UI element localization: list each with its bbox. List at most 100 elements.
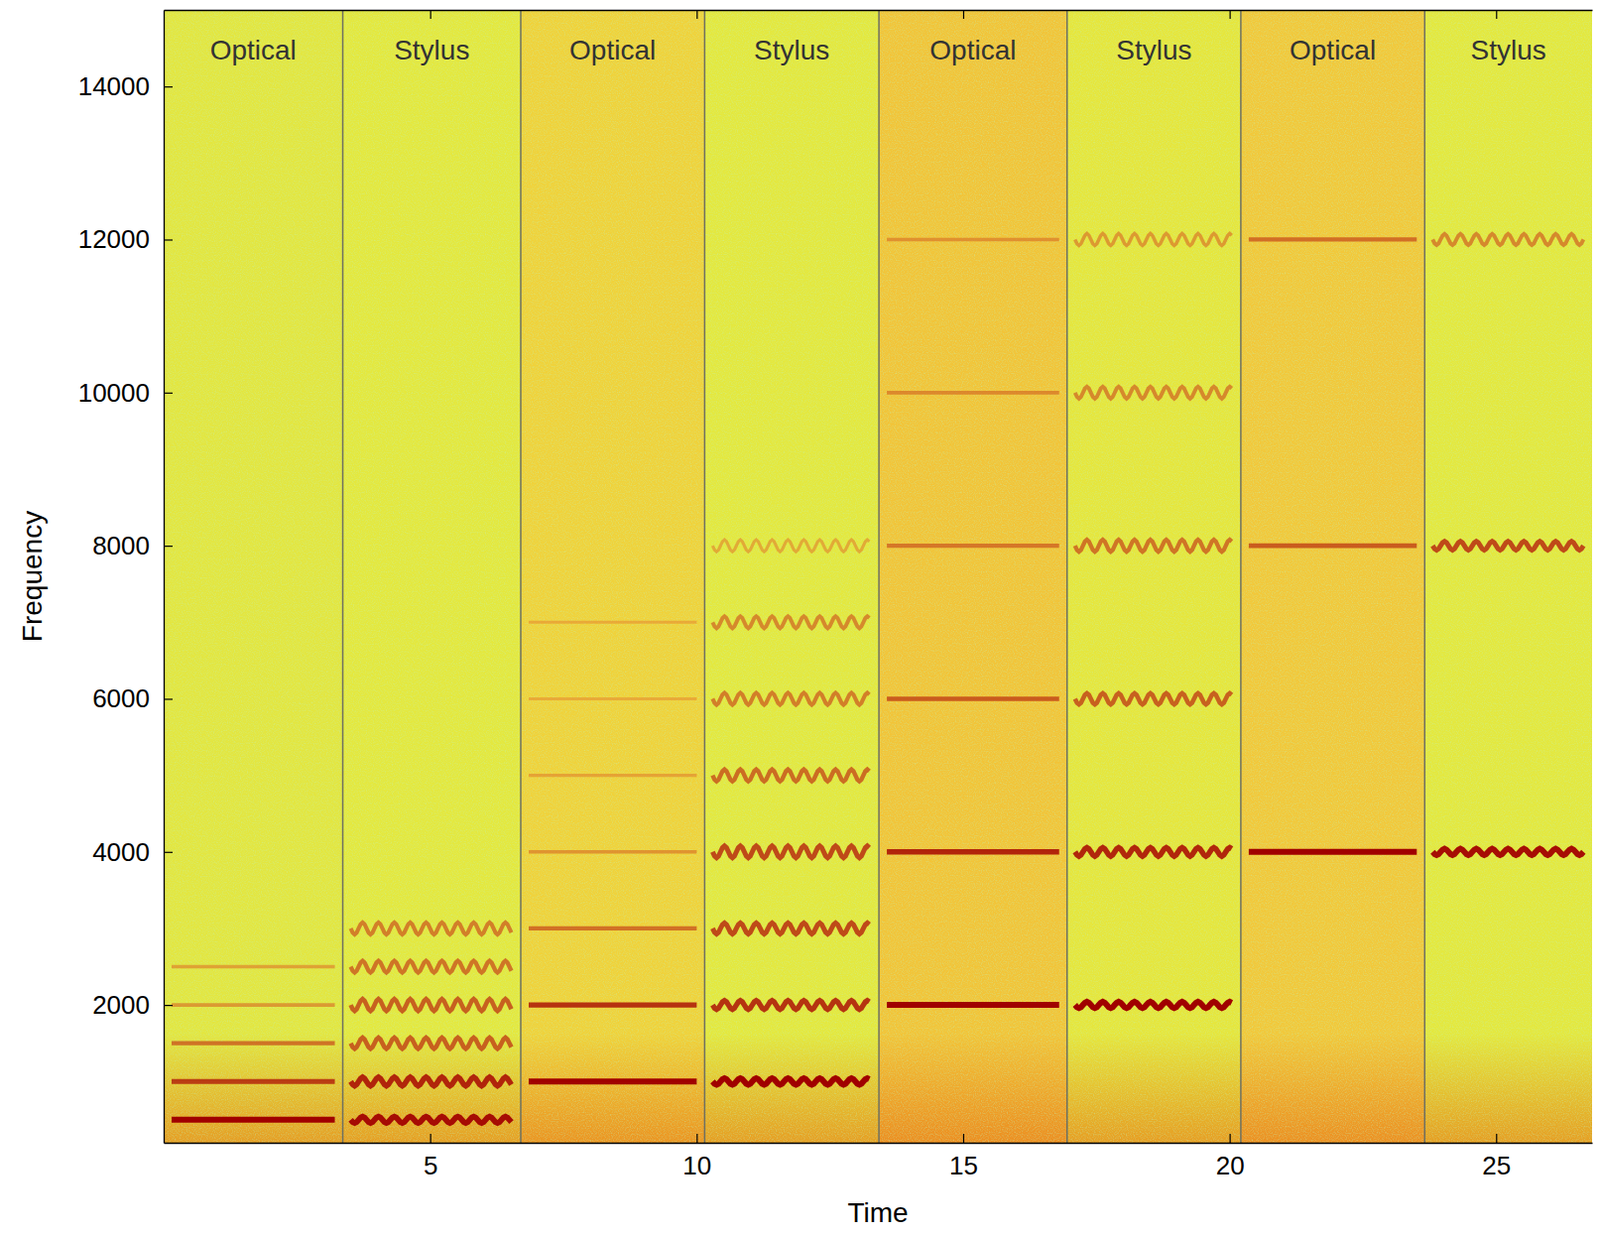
tick-mark bbox=[163, 239, 173, 241]
harmonic-line bbox=[171, 1002, 336, 1007]
tick-mark bbox=[1230, 9, 1231, 19]
tick-mark bbox=[163, 86, 173, 88]
tick-label: 2000 bbox=[92, 989, 150, 1020]
harmonic-line bbox=[351, 1116, 512, 1123]
axis-line bbox=[163, 10, 165, 1144]
segment-divider bbox=[1424, 9, 1427, 1143]
plot-area bbox=[163, 9, 1593, 1143]
tick-mark bbox=[963, 1133, 965, 1143]
segment-divider bbox=[704, 9, 707, 1143]
harmonic-line bbox=[171, 965, 336, 969]
chart: Optical Stylus Optical Stylus Optical Stylus O… bbox=[0, 0, 1600, 1235]
tick-mark bbox=[163, 1004, 173, 1006]
tick-mark bbox=[1495, 1133, 1497, 1143]
harmonic-line bbox=[1432, 234, 1584, 246]
harmonic-line bbox=[886, 1001, 1060, 1008]
harmonic-line bbox=[1075, 847, 1232, 857]
tick: 10000 bbox=[78, 377, 173, 408]
tick-mark bbox=[963, 9, 965, 19]
y-axis-title: Frequency bbox=[16, 510, 48, 642]
tick: 15 bbox=[949, 1133, 979, 1181]
tick bbox=[1230, 9, 1231, 19]
harmonic-line bbox=[171, 1116, 336, 1123]
harmonic-line bbox=[351, 1077, 512, 1087]
tick-label: 15 bbox=[949, 1150, 979, 1181]
segment-labels: Optical Stylus Optical Stylus Optical Stylus O… bbox=[210, 34, 1547, 66]
harmonic-line bbox=[1248, 237, 1417, 242]
tick bbox=[963, 9, 965, 19]
harmonic-line bbox=[712, 1000, 869, 1010]
segment-divider bbox=[877, 9, 880, 1143]
segment-label: Optical bbox=[1289, 34, 1376, 66]
harmonic-line bbox=[528, 773, 697, 777]
tick-label: 25 bbox=[1481, 1150, 1511, 1181]
tick-label: 20 bbox=[1216, 1150, 1245, 1181]
harmonic-line bbox=[351, 961, 512, 974]
harmonic-line bbox=[712, 615, 869, 628]
tick: 10 bbox=[682, 1133, 712, 1181]
harmonic-line bbox=[712, 1078, 869, 1085]
tick: 5 bbox=[423, 1133, 438, 1181]
tick bbox=[1495, 9, 1497, 19]
segment-label: Optical bbox=[210, 34, 297, 66]
tick: 6000 bbox=[92, 683, 173, 714]
harmonic-line bbox=[1248, 543, 1417, 549]
tick bbox=[696, 9, 698, 19]
tick: 12000 bbox=[78, 224, 173, 254]
tick bbox=[430, 9, 432, 19]
segment-label: Optical bbox=[929, 34, 1016, 66]
harmonic-line bbox=[712, 846, 869, 859]
harmonic-line bbox=[886, 238, 1060, 243]
tick-mark bbox=[430, 9, 432, 19]
harmonic-line bbox=[712, 539, 869, 552]
harmonic-line bbox=[886, 390, 1060, 395]
tick-label: 14000 bbox=[78, 71, 150, 102]
segment-label: Stylus bbox=[1471, 34, 1547, 66]
segment-divider bbox=[342, 9, 345, 1143]
segment-divider bbox=[1239, 9, 1242, 1143]
tick-label: 4000 bbox=[92, 837, 150, 867]
tick-mark bbox=[696, 9, 698, 19]
harmonic-line bbox=[1075, 539, 1232, 552]
axis-line bbox=[164, 1142, 1594, 1144]
tick-label: 10 bbox=[682, 1150, 712, 1181]
harmonic-line bbox=[528, 1001, 697, 1007]
harmonic-line bbox=[351, 998, 512, 1011]
tick: 20 bbox=[1216, 1133, 1245, 1181]
harmonic-line bbox=[351, 922, 512, 935]
tick-label: 5 bbox=[423, 1150, 438, 1181]
y-axis: 2000 4000 6000 8000 10000 12000 14000 bbox=[78, 10, 173, 1144]
axis-line bbox=[164, 9, 1594, 11]
tick: 2000 bbox=[92, 989, 173, 1020]
tick-label: 12000 bbox=[78, 224, 150, 254]
tick-label: 6000 bbox=[92, 683, 150, 714]
harmonic-line bbox=[528, 1078, 697, 1085]
harmonic-line bbox=[712, 922, 869, 934]
tick-mark bbox=[163, 545, 173, 547]
x-axis-top bbox=[164, 9, 1594, 19]
harmonic-line bbox=[1075, 233, 1232, 246]
tick-mark bbox=[696, 1133, 698, 1143]
harmonic-line bbox=[528, 620, 697, 624]
harmonic-line bbox=[528, 850, 697, 855]
harmonic-line bbox=[886, 696, 1060, 702]
segment-divider bbox=[1066, 9, 1069, 1143]
tick-mark bbox=[163, 852, 173, 854]
noise-texture bbox=[163, 9, 1593, 1143]
segment-label: Optical bbox=[569, 34, 656, 66]
harmonic-line bbox=[1075, 1001, 1232, 1008]
harmonic-line bbox=[886, 849, 1060, 855]
tick: 14000 bbox=[78, 71, 173, 102]
harmonic-line bbox=[528, 697, 697, 701]
tick-mark bbox=[1230, 1133, 1231, 1143]
segment-label: Stylus bbox=[1115, 34, 1192, 66]
tick-mark bbox=[163, 392, 173, 394]
tick: 8000 bbox=[92, 530, 173, 561]
segment-label: Stylus bbox=[753, 34, 830, 66]
tick-label: 10000 bbox=[78, 377, 150, 408]
x-axis: 5 10 15 20 25 bbox=[164, 1133, 1594, 1181]
tick-mark bbox=[430, 1133, 432, 1143]
harmonic-line bbox=[1432, 849, 1584, 856]
harmonic-line bbox=[712, 692, 869, 705]
tick-mark bbox=[163, 698, 173, 700]
